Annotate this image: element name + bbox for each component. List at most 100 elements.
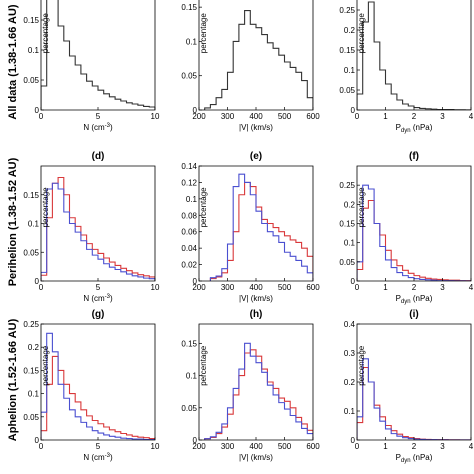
x-tick-label: 4 — [469, 283, 474, 292]
y-tick-label: 0.25 — [339, 6, 355, 15]
y-tick-label: 0 — [35, 277, 40, 286]
x-tick-label: 500 — [278, 283, 292, 292]
series-line-c-all — [357, 1, 471, 110]
y-tick-label: 0.1 — [186, 195, 198, 204]
x-tick-label: 2 — [412, 112, 417, 121]
x-tick-label: 1 — [383, 283, 388, 292]
axes-frame-e — [198, 165, 314, 282]
series-line-g-blue — [41, 332, 155, 440]
x-tick-label: 0 — [39, 112, 44, 121]
y-tick-label: 0.2 — [344, 378, 356, 387]
series-line-i-blue — [357, 358, 471, 440]
panel-i: 0 1 2 3 4 0 0.1 0.2 0.3 0.4 percentage Pdyn (nPa) (i… — [344, 309, 474, 464]
x-tick-label: 600 — [306, 283, 320, 292]
y-tick-label: 0.02 — [181, 261, 197, 270]
y-tick-label: 0.15 — [181, 3, 197, 12]
x-tick-label: 0 — [39, 283, 44, 292]
x-tick-label: 5 — [96, 283, 101, 292]
x-tick-label: 1 — [383, 112, 388, 121]
y-tick-label: 0.08 — [181, 211, 197, 220]
x-axis-label: N (cm-3) — [83, 123, 113, 132]
panel-e: 200 300 400 500 600 0 0.02 0.04 0.06 0.08 0.1 0.12 0… — [181, 151, 320, 303]
y-axis-label: percentage — [357, 187, 366, 228]
x-tick-label: 10 — [151, 442, 160, 451]
y-tick-label: 0.3 — [344, 349, 356, 358]
series-line-d-blue — [41, 182, 155, 281]
y-tick-label: 0 — [35, 106, 40, 115]
series-line-f-blue — [357, 184, 471, 281]
x-axis-label: Pdyn (nPa) — [396, 294, 433, 305]
x-tick-label: 200 — [192, 112, 206, 121]
x-axis-label-sup: -3 — [105, 123, 111, 129]
y-tick-label: 0.15 — [23, 366, 39, 375]
y-axis-label: percentage — [199, 345, 208, 386]
x-tick-label: 1 — [383, 442, 388, 451]
x-tick-label: 0 — [355, 283, 360, 292]
y-tick-label: 0.1 — [186, 37, 198, 46]
y-tick-label: 0.05 — [339, 258, 355, 267]
y-tick-label: 0.05 — [23, 76, 39, 85]
panel-title-i: (i) — [409, 309, 418, 320]
x-axis-label-main: N (cm — [83, 123, 105, 132]
x-axis-label-main: |V| (km/s) — [239, 453, 273, 462]
y-tick-label: 0 — [351, 436, 356, 445]
x-axis-label-main: N (cm — [83, 294, 105, 303]
x-tick-label: 5 — [96, 442, 101, 451]
x-tick-label: 4 — [469, 442, 474, 451]
y-tick-label: 0.05 — [181, 404, 197, 413]
y-tick-label: 0.05 — [181, 72, 197, 81]
x-tick-label: 5 — [96, 112, 101, 121]
y-tick-label: 0.05 — [339, 86, 355, 95]
x-axis-label-main: N (cm — [83, 453, 105, 462]
y-axis-label: percentage — [199, 13, 208, 54]
y-tick-label: 0.05 — [23, 248, 39, 257]
y-tick-label: 0.04 — [181, 244, 197, 253]
x-tick-label: 10 — [151, 283, 160, 292]
y-tick-label: 0.05 — [23, 413, 39, 422]
x-tick-label: 600 — [306, 442, 320, 451]
axes-frame-h — [198, 323, 314, 441]
panel-title-d: (d) — [92, 151, 105, 162]
row-label-aphelion: Aphelion (1.52-1.66 AU) — [7, 318, 19, 441]
panel-g: 0 5 10 0 0.05 0.1 0.15 0.2 0.25 percentage N (cm-3… — [23, 309, 160, 462]
x-tick-label: 600 — [306, 112, 320, 121]
x-axis-label: N (cm-3) — [83, 453, 113, 462]
y-tick-label: 0.12 — [181, 178, 197, 187]
y-tick-label: 0.15 — [339, 220, 355, 229]
panel-title-f: (f) — [409, 151, 419, 162]
y-tick-label: 0 — [351, 277, 356, 286]
y-tick-label: 0 — [35, 436, 40, 445]
y-tick-label: 0.15 — [23, 191, 39, 200]
axes-frame-b — [198, 0, 314, 111]
x-tick-label: 300 — [221, 442, 235, 451]
y-tick-label: 0.1 — [344, 407, 356, 416]
x-tick-label: 500 — [278, 112, 292, 121]
y-axis-label: percentage — [41, 13, 50, 54]
panel-title-e: (e) — [250, 151, 262, 162]
series-line-e-blue — [209, 173, 313, 281]
y-tick-label: 0 — [351, 106, 356, 115]
y-tick-label: 0 — [193, 277, 198, 286]
x-tick-label: 4 — [469, 112, 474, 121]
y-tick-label: 0.1 — [28, 220, 40, 229]
y-axis-label: percentage — [41, 345, 50, 386]
x-axis-label-main: P — [396, 294, 401, 303]
y-tick-label: 0 — [193, 106, 198, 115]
x-axis-label-main: |V| (km/s) — [239, 123, 273, 132]
y-tick-label: 0.2 — [28, 343, 40, 352]
x-tick-label: 3 — [440, 283, 445, 292]
y-axis-label: percentage — [357, 13, 366, 54]
y-tick-label: 0.2 — [344, 26, 356, 35]
x-axis-label-sub: dyn — [401, 299, 411, 305]
series-line-h-red — [204, 349, 313, 440]
row-labels: All data (1.38-1.66 AU) Perihelion (1.38… — [7, 4, 19, 441]
y-tick-label: 0.2 — [344, 200, 356, 209]
x-tick-label: 400 — [249, 283, 263, 292]
y-tick-label: 0.15 — [181, 339, 197, 348]
y-tick-label: 0.25 — [339, 181, 355, 190]
x-axis-label-tail: (nPa) — [411, 294, 433, 303]
x-axis-label-tail: ) — [110, 294, 113, 303]
